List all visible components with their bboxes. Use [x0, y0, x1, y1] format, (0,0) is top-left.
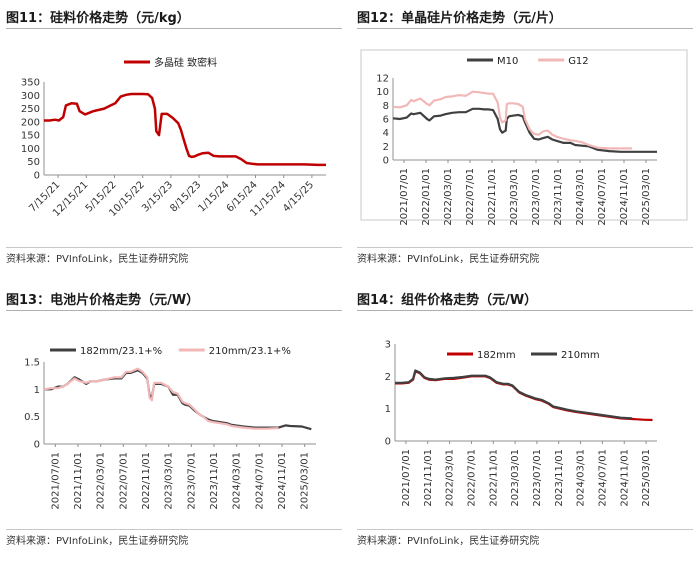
- y-tick-label: 0: [34, 440, 40, 451]
- series-line-0: [44, 92, 326, 167]
- y-tick-label: 6: [383, 115, 389, 126]
- y-tick-label: 200: [21, 117, 40, 128]
- x-tick-label: 2023/07/01: [186, 452, 197, 510]
- series-line-1: [392, 90, 632, 150]
- x-tick-label: 2023/11/01: [554, 449, 565, 507]
- legend-label: 182mm/23.1+%: [80, 346, 162, 357]
- x-tick-label: 2024/11/01: [277, 452, 288, 510]
- y-tick-label: 50: [27, 157, 40, 168]
- y-tick-label: 3: [385, 340, 391, 351]
- x-tick-label: 2022/11/01: [488, 449, 499, 507]
- wafer-price-chart: 0 2 4 6 8 10 12 2021/07/01 2022/01/01 2022/03/01 2…: [360, 49, 688, 226]
- y-tick-label: 0.5: [24, 412, 40, 423]
- x-tick-label: 2021/11/01: [73, 452, 84, 510]
- x-tick-label: 2022/07/01: [465, 168, 476, 226]
- x-tick-label: 2022/03/01: [443, 168, 454, 226]
- x-tick-label: 2024/07/01: [597, 168, 608, 226]
- chart-panel-wafer: 图12：单晶硅片价格走势（元/片） 0 2 4 6 8 10 12 2021/07/01 202…: [357, 0, 693, 281]
- y-tick-label: 1: [385, 404, 391, 415]
- x-tick-label: 2024/11/01: [619, 168, 630, 226]
- series-line-0: [44, 369, 312, 431]
- legend-label: G12: [568, 56, 588, 67]
- source-divider: [6, 247, 342, 248]
- title-divider: [6, 310, 342, 311]
- title-divider: [6, 28, 342, 29]
- legend-label: 210mm: [561, 350, 600, 361]
- series-line-1: [43, 367, 279, 430]
- chart-panel-polysilicon: 图11：硅料价格走势（元/kg） 0 50 100 150 200 250 300 350 7/…: [6, 0, 342, 281]
- x-tick-label: 2022/11/01: [141, 452, 152, 510]
- y-tick-label: 0: [34, 171, 40, 182]
- plot-frame: [360, 49, 688, 221]
- polysilicon-price-chart: 0501001502002503003507/15/2112/15/215/15…: [21, 56, 326, 219]
- series-line-1: [395, 369, 633, 420]
- y-tick-label: 10: [376, 87, 389, 98]
- chart-title: 图14：组件价格走势（元/W）: [357, 293, 538, 308]
- chart-title: 图13：电池片价格走势（元/W）: [6, 293, 200, 308]
- cell-price-chart: 0 0.5 1 1.5 2021/07/01 2021/11/01 2022/03/01 20…: [24, 346, 316, 510]
- x-tick-label: 2022/03/01: [96, 452, 107, 510]
- y-tick-label: 12: [376, 74, 389, 85]
- x-tick-label: 2022/07/01: [118, 452, 129, 510]
- y-tick-label: 2: [383, 142, 389, 153]
- x-tick-label: 2022/07/01: [466, 449, 477, 507]
- x-tick-label: 2024/07/01: [597, 449, 608, 507]
- x-tick-label: 2023/11/01: [553, 168, 564, 226]
- chart-source: 资料来源：PVInfoLink，民生证券研究院: [6, 536, 189, 547]
- chart-source: 资料来源：PVInfoLink，民生证券研究院: [357, 536, 540, 547]
- x-tick-label: 2023/07/01: [532, 449, 543, 507]
- x-tick-label: 2024/03/01: [576, 449, 587, 507]
- x-tick-label: 2021/07/01: [401, 449, 412, 507]
- y-tick-label: 8: [383, 101, 389, 112]
- y-tick-label: 300: [21, 91, 40, 102]
- x-tick-label: 2023/03/01: [509, 168, 520, 226]
- x-tick-label: 2021/11/01: [423, 449, 434, 507]
- y-tick-label: 4: [383, 128, 389, 139]
- source-divider: [357, 529, 693, 530]
- x-tick-label: 2023/11/01: [209, 452, 220, 510]
- title-divider: [357, 310, 693, 311]
- x-tick-label: 2023/03/01: [510, 449, 521, 507]
- chart-panel-cell: 图13：电池片价格走势（元/W） 0 0.5 1 1.5 2021/07/01 2021/…: [6, 282, 342, 563]
- x-tick-label: 2022/11/01: [487, 168, 498, 226]
- chart-panel-module: 图14：组件价格走势（元/W） 0 1 2 3 2021/07/01 2021/11/01…: [357, 282, 693, 563]
- x-tick-label: 2022/01/01: [421, 168, 432, 226]
- y-tick-label: 150: [21, 131, 40, 142]
- x-tick-label: 2025/03/01: [641, 449, 652, 507]
- x-tick-label: 2021/07/01: [50, 452, 61, 510]
- legend-label: 210mm/23.1+%: [209, 346, 291, 357]
- legend-label: M10: [497, 56, 518, 67]
- y-tick-label: 1.5: [24, 358, 40, 369]
- x-tick-label: 2022/03/01: [445, 449, 456, 507]
- y-tick-label: 100: [21, 144, 40, 155]
- chart-title: 图12：单晶硅片价格走势（元/片）: [357, 11, 562, 26]
- x-tick-label: 2024/11/01: [619, 449, 630, 507]
- legend-label: 多晶硅 致密料: [154, 56, 217, 69]
- chart-title: 图11：硅料价格走势（元/kg）: [6, 11, 190, 26]
- x-tick-label: 2024/07/01: [254, 452, 265, 510]
- y-tick-label: 250: [21, 104, 40, 115]
- x-tick-label: 2025/03/01: [641, 168, 652, 226]
- x-tick-label: 2021/07/01: [399, 168, 410, 226]
- y-tick-label: 0: [385, 437, 391, 448]
- x-tick-label: 2024/03/01: [575, 168, 586, 226]
- x-tick-label: 2023/03/01: [164, 452, 175, 510]
- legend-label: 182mm: [477, 350, 516, 361]
- y-tick-label: 0: [383, 156, 389, 167]
- y-tick-label: 350: [21, 78, 40, 89]
- x-tick-label: 2025/03/01: [300, 452, 311, 510]
- title-divider: [357, 28, 693, 29]
- chart-source: 资料来源：PVInfoLink，民生证券研究院: [357, 254, 540, 265]
- chart-source: 资料来源：PVInfoLink，民生证券研究院: [6, 254, 189, 265]
- y-tick-label: 1: [34, 385, 40, 396]
- x-tick-label: 4/15/25: [281, 179, 316, 214]
- module-price-chart: 0 1 2 3 2021/07/01 2021/11/01 2022/03/01 2022/0…: [385, 340, 657, 507]
- source-divider: [6, 529, 342, 530]
- x-tick-label: 2024/03/01: [232, 452, 243, 510]
- x-tick-label: 2023/07/01: [531, 168, 542, 226]
- source-divider: [357, 247, 693, 248]
- y-tick-label: 2: [385, 372, 391, 383]
